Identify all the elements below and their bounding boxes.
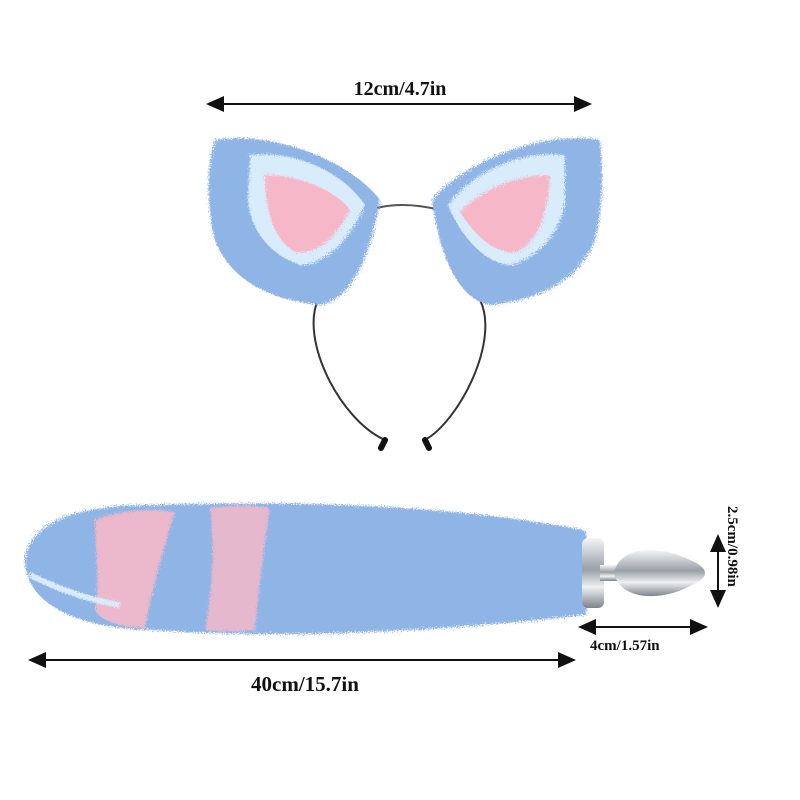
tail-length-label: 40cm/15.7in <box>251 672 359 696</box>
fox-tail <box>25 503 591 635</box>
left-ear <box>208 138 380 305</box>
plug-length-label: 4cm/1.57in <box>590 638 660 654</box>
headband <box>312 299 487 441</box>
metal-plug <box>582 538 705 608</box>
plug-diameter-label: 2.5cm/0.98in <box>724 506 740 587</box>
right-ear <box>432 138 603 305</box>
ears-width-label: 12cm/4.7in <box>353 78 447 100</box>
